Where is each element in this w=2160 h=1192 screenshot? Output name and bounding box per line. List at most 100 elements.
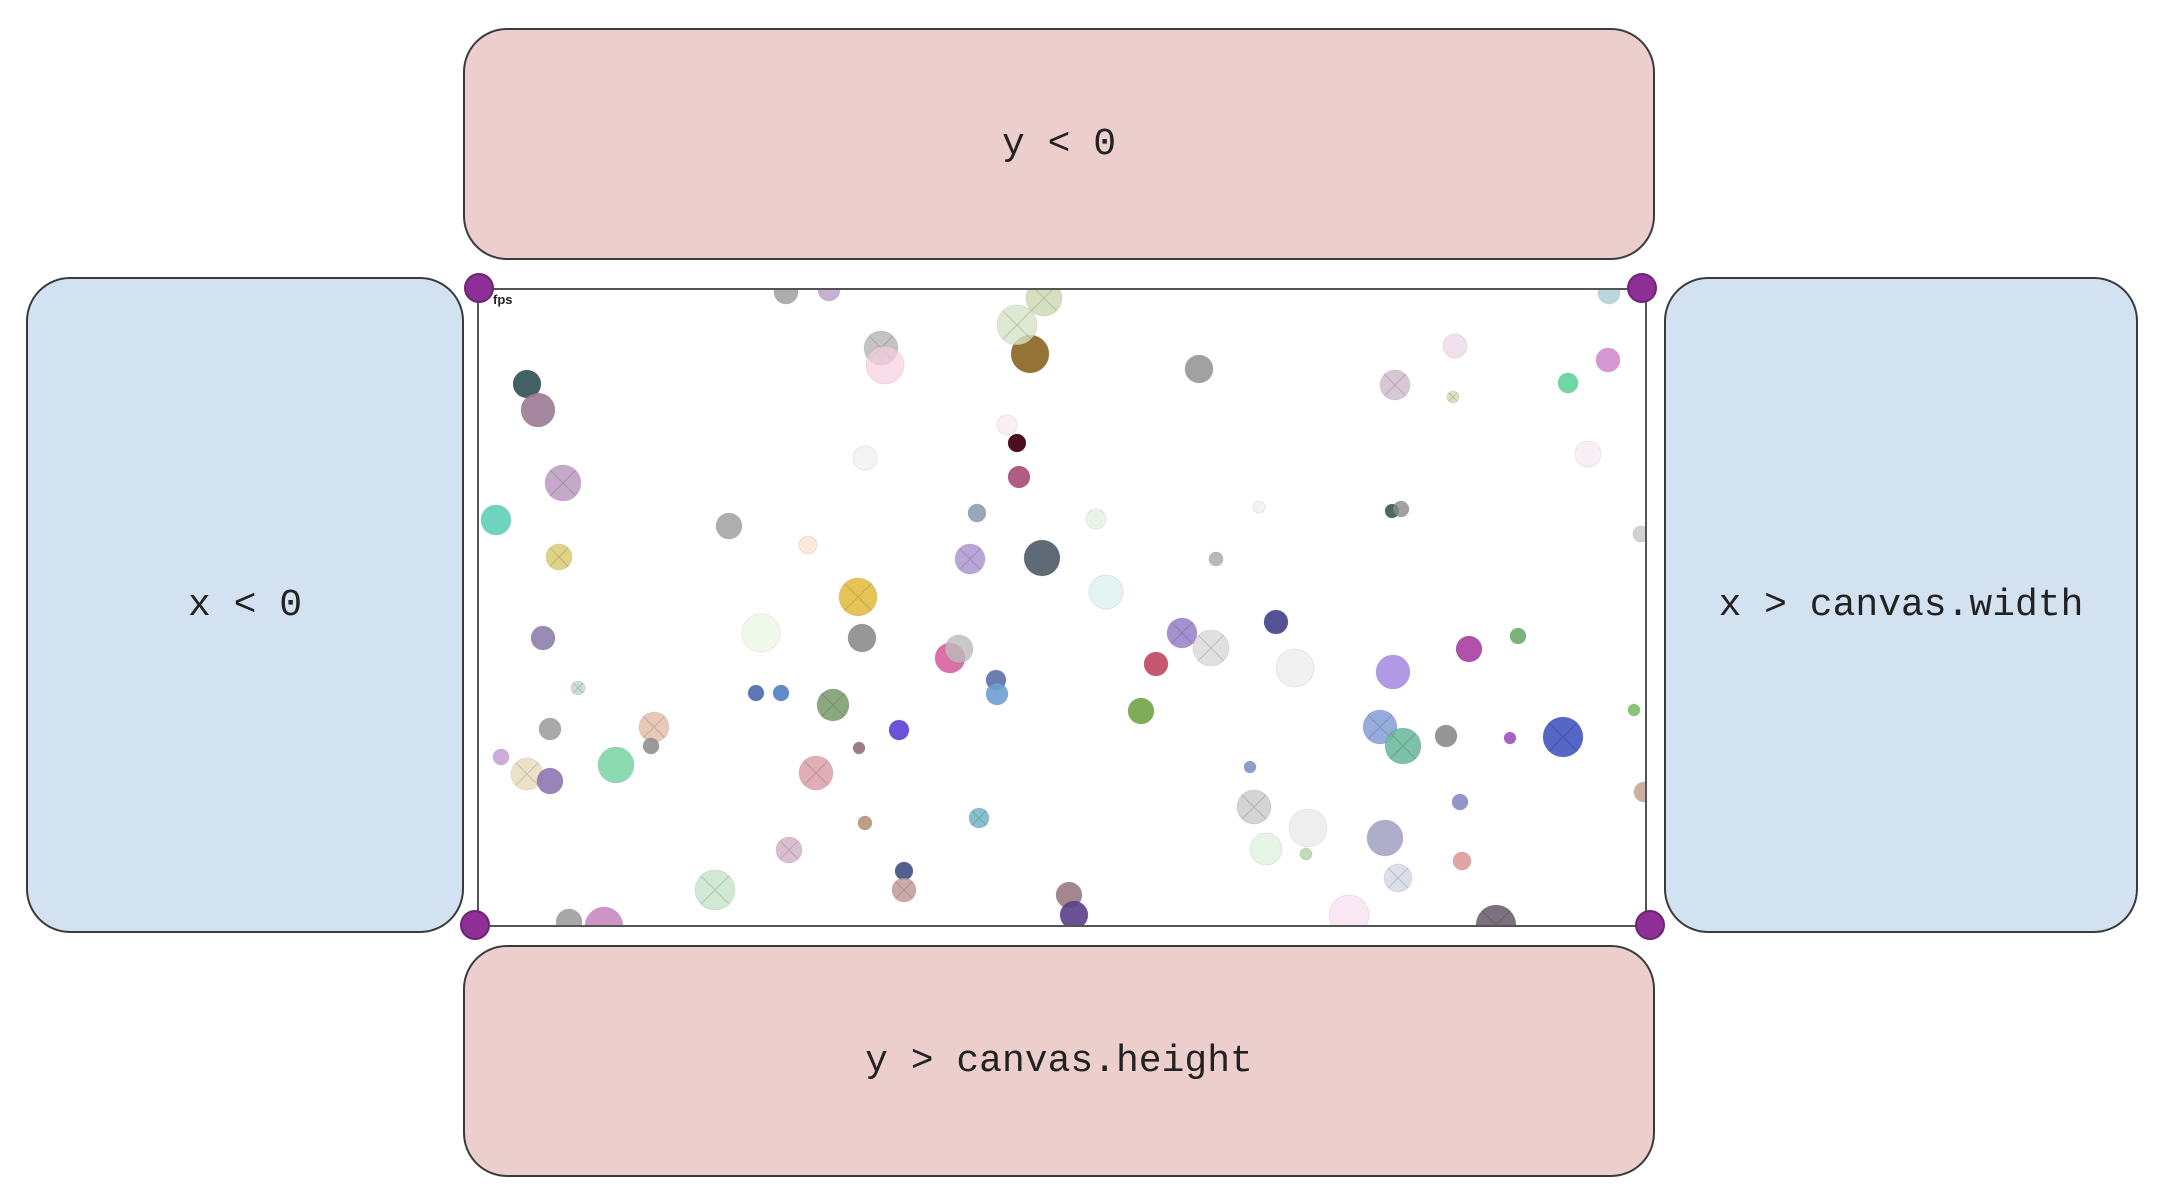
particle-ball <box>1059 900 1089 925</box>
particle-ball <box>891 877 917 903</box>
particle-ball <box>530 625 556 651</box>
particle-canvas: fps <box>477 288 1647 927</box>
particle-ball <box>1627 703 1641 717</box>
particle-ball <box>944 634 974 664</box>
particle-ball <box>1434 724 1458 748</box>
particle-ball <box>1249 832 1283 866</box>
particle-ball <box>816 688 850 722</box>
particle-ball <box>597 746 635 784</box>
particle-ball <box>1208 551 1224 567</box>
particle-ball <box>538 717 562 741</box>
particle-ball <box>1632 525 1645 543</box>
particle-cross <box>971 810 987 826</box>
particle-cross <box>549 547 569 567</box>
particle-ball <box>1288 808 1328 848</box>
particle-ball <box>747 684 765 702</box>
particle-cross <box>1481 910 1511 925</box>
particle-ball <box>1375 654 1411 690</box>
particle-cross <box>1448 392 1458 402</box>
particle-cross <box>1171 622 1193 644</box>
particle-ball <box>545 543 573 571</box>
particle-cross <box>1548 722 1578 752</box>
particle-cross <box>1241 794 1267 820</box>
particle-ball <box>1452 851 1472 871</box>
particle-ball <box>857 815 873 831</box>
particle-ball <box>1166 617 1198 649</box>
particle-ball <box>584 906 624 925</box>
left-zone-label: x < 0 <box>187 583 303 627</box>
particle-ball <box>1509 627 1527 645</box>
particle-ball <box>555 908 583 925</box>
particle-ball <box>1366 819 1404 857</box>
particle-ball <box>1023 539 1061 577</box>
particle-ball <box>798 535 818 555</box>
particle-ball <box>1236 789 1272 825</box>
particle-layer <box>480 290 1645 925</box>
particle-ball <box>544 464 582 502</box>
particle-cross <box>803 760 829 786</box>
canvas-corner-top-left <box>464 273 494 303</box>
particle-ball <box>954 543 986 575</box>
particle-cross <box>844 583 872 611</box>
particle-ball <box>1252 500 1266 514</box>
particle-cross <box>1387 867 1409 889</box>
particle-ball <box>1328 894 1370 925</box>
particle-cross <box>895 881 913 899</box>
particle-ball <box>847 623 877 653</box>
particle-ball <box>1633 781 1645 803</box>
particle-ball <box>1085 508 1107 530</box>
particle-ball <box>838 577 878 617</box>
particle-cross <box>1031 290 1057 311</box>
particle-ball <box>1143 651 1169 677</box>
particle-cross <box>959 548 981 570</box>
particle-ball <box>775 836 803 864</box>
particle-ball <box>817 290 841 302</box>
particle-cross <box>1390 733 1416 759</box>
particle-ball <box>1455 635 1483 663</box>
particle-ball <box>1299 847 1313 861</box>
particle-cross <box>643 716 665 738</box>
particle-ball <box>1243 760 1257 774</box>
particle-cross <box>1198 635 1224 661</box>
particle-cross <box>779 840 799 860</box>
particle-ball <box>642 737 660 755</box>
out-of-bounds-top-zone: y < 0 <box>463 28 1655 260</box>
particle-cross <box>572 682 584 694</box>
particle-ball <box>996 304 1038 346</box>
particle-ball <box>1127 697 1155 725</box>
particle-ball <box>1383 863 1413 893</box>
particle-ball <box>1442 333 1468 359</box>
out-of-bounds-right-zone: x > canvas.width <box>1664 277 2138 933</box>
particle-ball <box>715 512 743 540</box>
particle-ball <box>1184 354 1214 384</box>
particle-ball <box>1446 390 1460 404</box>
particle-ball <box>772 684 790 702</box>
particle-ball <box>852 445 878 471</box>
particle-ball <box>1384 727 1422 765</box>
particle-ball <box>741 613 781 653</box>
particle-ball <box>985 682 1009 706</box>
particle-ball <box>1475 904 1517 925</box>
particle-ball <box>1451 793 1469 811</box>
bottom-zone-label: y > canvas.height <box>865 1039 1253 1083</box>
particle-ball <box>1503 731 1517 745</box>
particle-ball <box>1392 500 1410 518</box>
top-zone-label: y < 0 <box>1001 122 1117 166</box>
particle-ball <box>1192 629 1230 667</box>
fps-counter: fps <box>493 292 513 307</box>
particle-ball <box>570 680 586 696</box>
particle-ball <box>1542 716 1584 758</box>
particle-cross <box>700 875 730 905</box>
particle-ball <box>536 767 564 795</box>
particle-ball <box>1597 290 1621 305</box>
particle-ball <box>798 755 834 791</box>
right-zone-label: x > canvas.width <box>1718 583 2084 627</box>
canvas-corner-bottom-left <box>460 910 490 940</box>
particle-ball <box>888 719 910 741</box>
particle-ball <box>520 392 556 428</box>
particle-ball <box>967 503 987 523</box>
particle-ball <box>1379 369 1411 401</box>
particle-cross <box>1002 310 1032 340</box>
particle-ball <box>1263 609 1289 635</box>
particle-cross <box>1367 714 1393 740</box>
